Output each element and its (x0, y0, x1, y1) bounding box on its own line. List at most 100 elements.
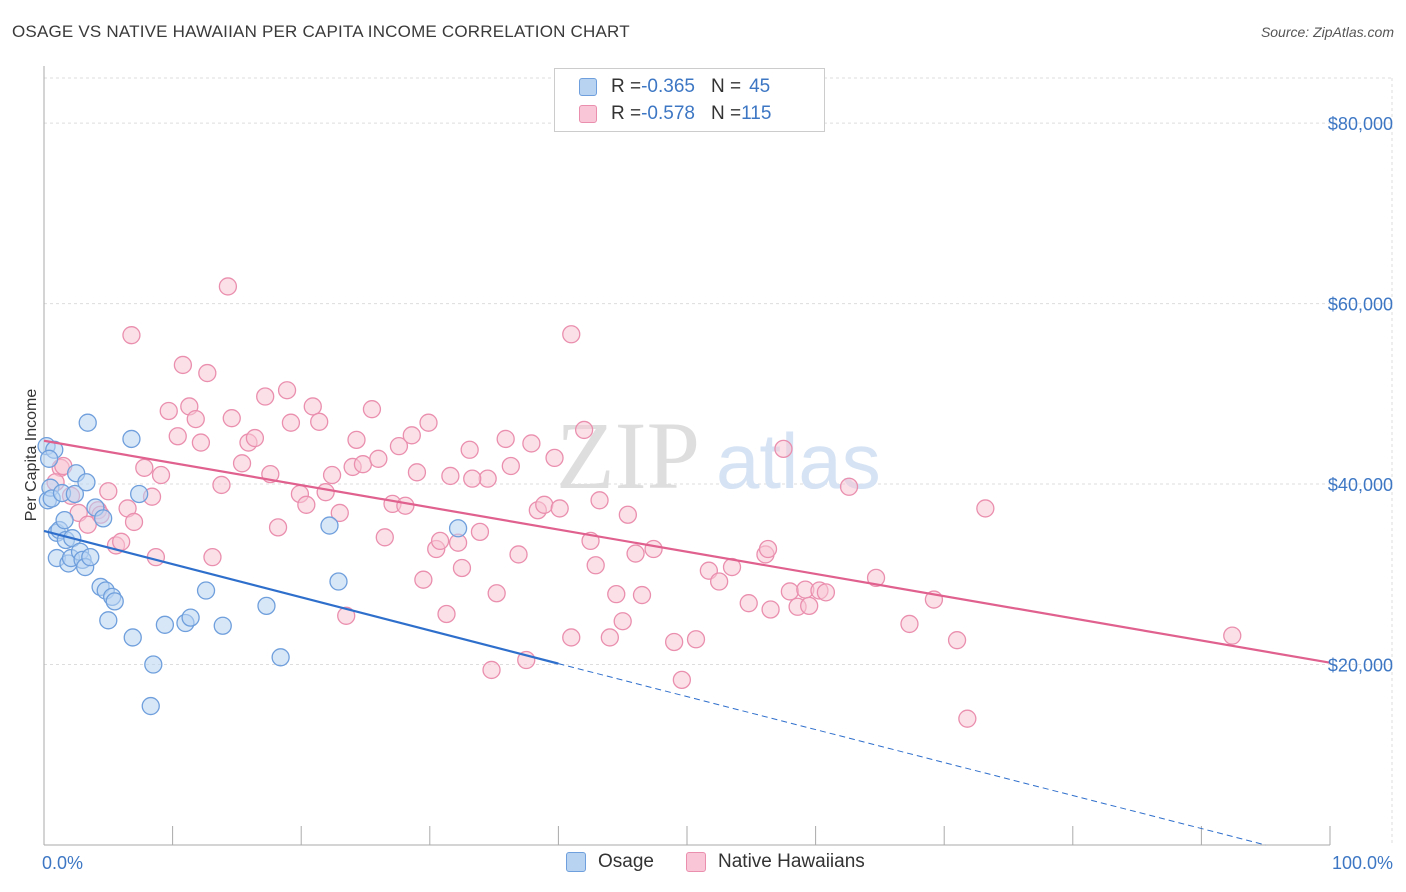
hawaiian-point (839, 477, 859, 496)
legend-osage-n-value: 45 (749, 76, 771, 97)
osage-trendline (43, 529, 559, 665)
hawaiian-point (151, 465, 171, 485)
osage-point (55, 511, 74, 530)
osage-point (320, 516, 339, 535)
hawaiian-point (198, 363, 217, 383)
hawaiian-point (522, 434, 541, 453)
hawaiian-point (396, 496, 415, 515)
hawaiian-point (900, 614, 919, 634)
hawaiian-point (256, 387, 275, 406)
hawaiian-point (369, 449, 388, 468)
osage-legend-swatch (566, 852, 586, 872)
hawaiian-point (353, 455, 373, 474)
osage-point (122, 429, 141, 449)
legend-osage-r-value: -0.365 (641, 76, 695, 97)
legend-osage-n-label: N = (710, 76, 742, 97)
y-axis-label: Per Capita Income (23, 389, 40, 522)
legend-osage-r-label: R = (611, 76, 642, 97)
hawaiian-point (297, 495, 316, 514)
hawaiian-point (168, 427, 187, 446)
osage-point (213, 616, 232, 635)
hawaiian-point (78, 515, 97, 534)
osage-point (196, 581, 216, 600)
hawaiian-point (761, 600, 780, 619)
hawaiian-point (686, 630, 706, 649)
legend-hawaiian-r-label: R = (611, 103, 642, 124)
osage-trendline-extension (558, 663, 1266, 846)
osage-point (144, 655, 163, 674)
hawaiian-point (509, 545, 528, 564)
hawaiian-point (758, 539, 778, 559)
hawaiian-point (245, 428, 265, 448)
legend-row-osage: R = -0.365 N = 45 (579, 75, 770, 99)
source-label: Source: ZipAtlas.com (1260, 24, 1394, 40)
legend-hawaiian-r-value: -0.578 (641, 103, 695, 124)
hawaiian-point (322, 465, 342, 485)
x-tick-label-max: 100.0% (1332, 853, 1393, 873)
hawaiian-point (135, 458, 154, 477)
y-tick-label: $80,000 (1328, 114, 1393, 134)
hawaiian-point (664, 632, 684, 652)
gridlines (44, 77, 1393, 845)
y-tick-label: $40,000 (1328, 475, 1393, 495)
hawaiian-point (222, 409, 241, 428)
hawaiian-swatch (579, 105, 597, 123)
hawaiian-point (1223, 626, 1242, 645)
hawaiian-point (99, 482, 118, 501)
y-tick-label: $60,000 (1328, 295, 1393, 315)
correlation-legend: R = -0.365 N = 45 R = -0.578 N = 115 (554, 68, 825, 132)
hawaiian-point (310, 412, 329, 431)
osage-point (65, 484, 85, 504)
hawaiian-point (672, 670, 692, 690)
hawaiian-point (362, 400, 382, 419)
hawaiian-point (316, 483, 335, 502)
hawaiian-legend-swatch (686, 852, 706, 872)
bottom-legend-osage: Osage (566, 851, 654, 873)
hawaiian-point (419, 413, 438, 432)
hawaiian-point (976, 499, 995, 518)
hawaiian-point (281, 413, 301, 432)
hawaiian-point (463, 469, 482, 488)
hawaiian-point (626, 544, 645, 563)
hawaiian-point (710, 572, 729, 591)
hawaiian-point (402, 426, 421, 445)
hawaiian-point (112, 532, 131, 551)
hawaiian-point (574, 420, 594, 440)
series-native-hawaiians (46, 277, 1242, 728)
hawaiian-point (632, 585, 652, 605)
hawaiian-point (780, 582, 800, 601)
hawaiian-point (337, 606, 356, 625)
hawaiian-point (496, 429, 515, 449)
hawaiian-point (618, 505, 637, 524)
hawaiian-point (159, 401, 178, 421)
x-tick-label-min: 0.0% (42, 853, 83, 873)
osage-point (271, 648, 290, 667)
y-tick-label: $20,000 (1328, 656, 1393, 676)
osage-point (39, 449, 59, 468)
hawaiian-point (550, 499, 569, 518)
osage-swatch (579, 78, 597, 96)
hawaiian-point (545, 448, 564, 468)
osage-point (329, 572, 348, 591)
hawaiian-point (866, 568, 886, 588)
hawaiian-point (347, 430, 366, 449)
hawaiian-point (218, 277, 238, 296)
osage-point (181, 608, 200, 627)
hawaiian-point (460, 440, 479, 459)
hawaiian-trendline (43, 439, 1331, 664)
hawaiian-point (430, 531, 450, 551)
hawaiian-point (600, 628, 619, 647)
hawaiian-point (800, 596, 819, 616)
hawaiian-point (607, 584, 626, 604)
hawaiian-point (303, 397, 322, 416)
hawaiian-point (375, 528, 394, 547)
watermark: ZIP atlas (556, 402, 881, 509)
hawaiian-point (478, 469, 497, 488)
trendlines (43, 439, 1331, 846)
hawaiian-point (644, 539, 663, 559)
hawaiian-point (191, 433, 211, 452)
osage-point (105, 592, 124, 611)
watermark-zip: ZIP (556, 402, 700, 509)
hawaiian-point (739, 594, 758, 613)
